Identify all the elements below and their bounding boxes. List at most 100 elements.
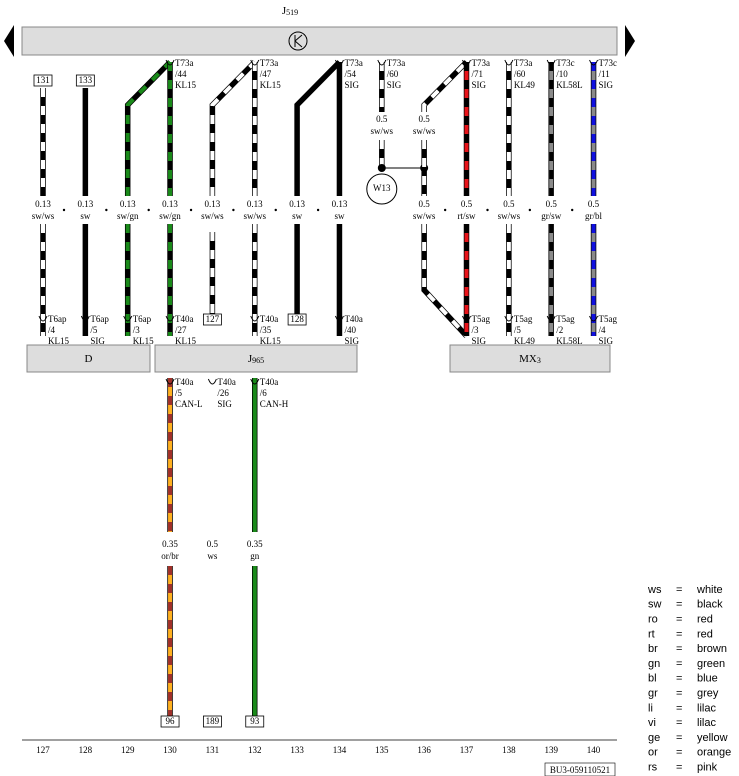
top-pin-signal: SIG xyxy=(599,80,614,90)
wire-stripe xyxy=(210,60,257,196)
wire-color: sw/ws xyxy=(413,211,436,221)
wire-color: rt/sw xyxy=(458,211,477,221)
wire xyxy=(422,224,468,338)
wire-color: sw/ws xyxy=(32,211,55,221)
title: J519 xyxy=(282,5,298,17)
legend-separator: = xyxy=(676,717,682,729)
wire-color: sw/ws xyxy=(413,126,436,136)
bottom-pin-signal: KL49 xyxy=(514,336,535,346)
legend-name: pink xyxy=(697,762,718,774)
bottom-pin-mark xyxy=(504,315,514,322)
bottom-pin-pin: T6ap xyxy=(90,314,109,324)
title-sub: 519 xyxy=(286,8,298,17)
wire-color: sw/ws xyxy=(371,126,394,136)
wire-gauge: 0.5 xyxy=(376,114,388,124)
bottom-pin-signal: KL58L xyxy=(556,336,583,346)
splice-dot xyxy=(377,164,386,172)
wire-gauge: 0.5 xyxy=(419,114,431,124)
lower-pin-signal: CAN-H xyxy=(260,399,289,409)
top-box-frame xyxy=(33,74,53,87)
top-pin-signal: SIG xyxy=(344,80,359,90)
column-number: 134 xyxy=(333,745,347,755)
legend-name: brown xyxy=(697,643,727,655)
bottom-pin-pin: T5ag xyxy=(556,314,575,324)
legend-separator: = xyxy=(676,747,682,759)
bottom-pin-slot: /5 xyxy=(90,325,98,335)
component-name: J xyxy=(248,353,253,365)
component-sub: 3 xyxy=(537,356,541,365)
column-number: 138 xyxy=(502,745,516,755)
wire-gauge: 0.5 xyxy=(207,539,219,549)
column-number: 140 xyxy=(587,745,601,755)
bottom-pin-signal: SIG xyxy=(472,336,487,346)
lower-pin-mark xyxy=(207,378,217,385)
top-pin-mark xyxy=(250,59,260,66)
title-name: J xyxy=(282,5,287,17)
column-number: 136 xyxy=(417,745,431,755)
lower-pin-mark xyxy=(165,378,175,385)
top-pin-mark xyxy=(504,59,514,66)
bottom-pin-pin: T5ag xyxy=(514,314,533,324)
lower-pin-slot: /5 xyxy=(175,388,183,398)
legend-name: grey xyxy=(697,688,719,700)
splice-label: W13 xyxy=(373,183,391,193)
wire-color: sw/gn xyxy=(117,211,139,221)
legend-code: ws xyxy=(647,584,662,596)
dot xyxy=(189,208,193,212)
wire-gauge: 0.13 xyxy=(205,199,221,209)
bottom-box-frame xyxy=(202,313,222,326)
lower-pin-signal: SIG xyxy=(217,399,232,409)
legend-name: green xyxy=(697,658,725,670)
wire-outline xyxy=(421,224,469,338)
top-pin-slot: /47 xyxy=(260,69,272,79)
top-pin-signal: SIG xyxy=(472,80,487,90)
dot xyxy=(316,208,320,212)
wire-gauge: 0.5 xyxy=(546,199,558,209)
bottom-pin-slot: /3 xyxy=(472,325,480,335)
component-sub: 965 xyxy=(252,356,264,365)
wire-gauge: 0.13 xyxy=(162,199,178,209)
bottom-pin-slot: /40 xyxy=(344,325,356,335)
dot xyxy=(443,208,447,212)
bottom-pin-signal: KL15 xyxy=(175,336,196,346)
legend-code: bl xyxy=(648,673,657,685)
wire-stripe xyxy=(125,60,172,196)
bottom-pin-mark xyxy=(334,315,344,322)
top-pin-mark xyxy=(589,59,599,66)
top-pin-mark xyxy=(377,59,387,66)
wire-color: sw xyxy=(80,211,91,221)
legend-name: lilac xyxy=(697,702,716,714)
legend-code: vi xyxy=(648,717,656,729)
splice-ring xyxy=(366,173,398,205)
column-number: 139 xyxy=(544,745,558,755)
legend-separator: = xyxy=(676,658,682,670)
lower-pin-mark xyxy=(250,378,260,385)
ground-symbol xyxy=(288,31,308,51)
legend-name: orange xyxy=(697,747,731,759)
bottom-pin-pin: T6ap xyxy=(133,314,152,324)
bottom-pin-mark xyxy=(80,315,90,322)
top-pin-mark xyxy=(334,59,344,66)
wire-stripe xyxy=(422,60,468,112)
column-number: 128 xyxy=(79,745,93,755)
legend-code: rs xyxy=(648,762,658,774)
bottom-pin-pin: T5ag xyxy=(472,314,491,324)
legend-separator: = xyxy=(676,732,682,744)
top-pin-slot: /60 xyxy=(387,69,399,79)
lower-box-frame xyxy=(160,715,180,728)
top-pin-signal: KL15 xyxy=(260,80,281,90)
bottom-pin-pin: T40a xyxy=(260,314,279,324)
legend-name: white xyxy=(696,584,723,596)
component-label: J965 xyxy=(248,353,264,365)
column-number: 127 xyxy=(36,745,50,755)
legend-name: lilac xyxy=(697,717,716,729)
bottom-pin-mark xyxy=(589,315,599,322)
legend-code: li xyxy=(648,702,653,714)
column-number: 130 xyxy=(163,745,177,755)
wire-color: gr/bl xyxy=(585,211,602,221)
footer-code: BU3-059110521 xyxy=(550,765,610,775)
component-name: MX xyxy=(519,353,537,365)
legend-name: black xyxy=(697,599,723,611)
legend-code: br xyxy=(648,643,658,655)
component-bar xyxy=(449,344,611,373)
